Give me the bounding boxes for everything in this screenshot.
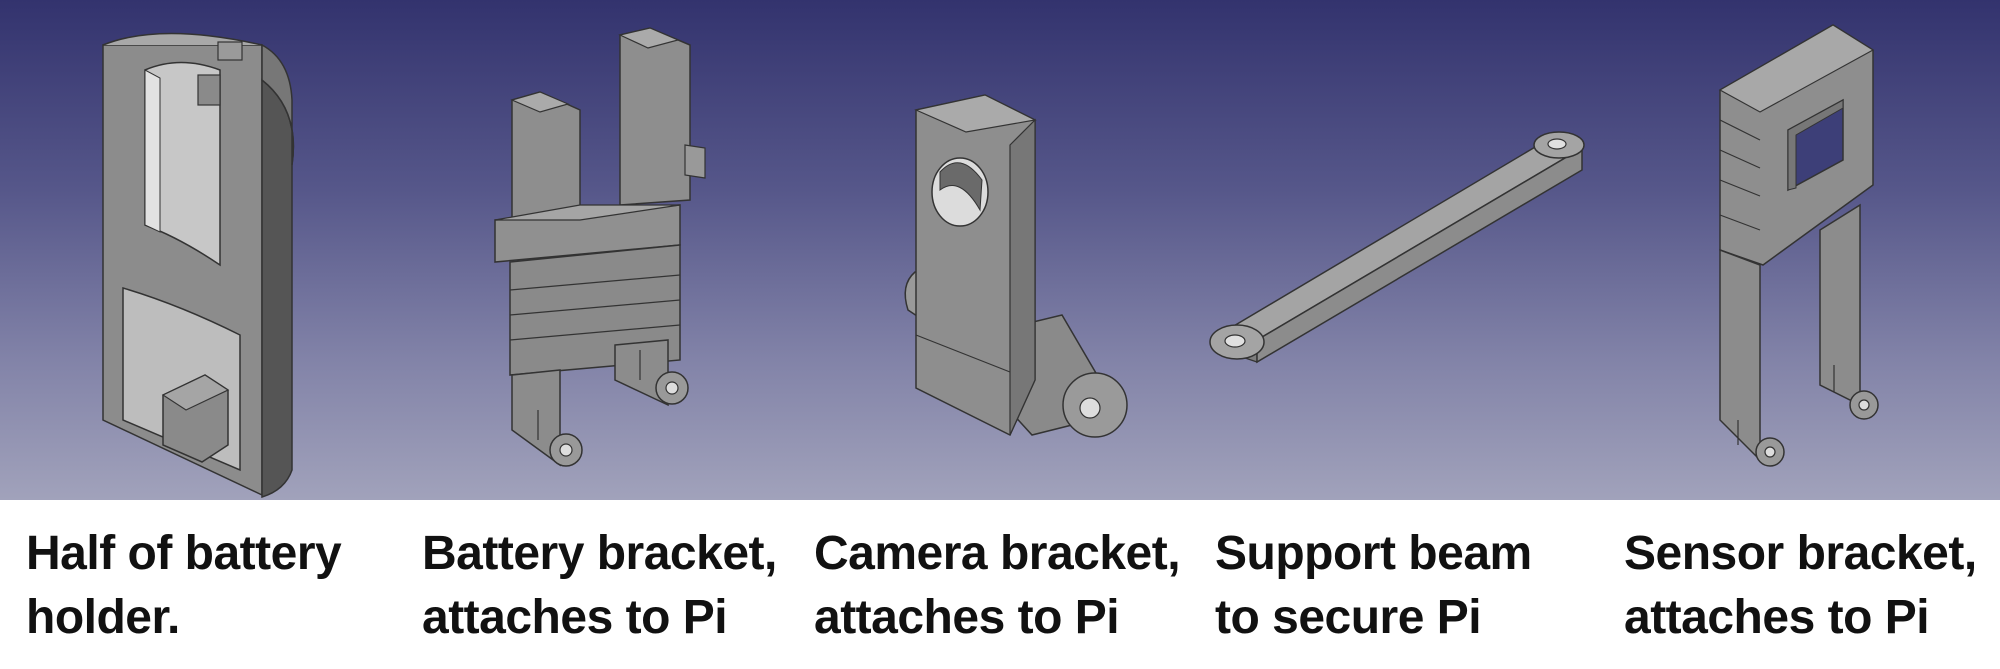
camera-bracket-model [904,94,1128,438]
caption-line: holder. [26,591,180,644]
render-viewport [800,0,1197,500]
caption-line: attaches to Pi [814,591,1120,644]
caption-battery-holder: Half of battery holder. [26,522,394,650]
caption-line: to secure Pi [1215,591,1482,644]
caption-camera-bracket: Camera bracket, attaches to Pi [814,522,1191,650]
render-viewport [1197,0,1598,500]
panel-support-beam: Support beam to secure Pi [1197,0,1598,669]
battery-bracket-model [494,27,706,467]
panel-camera-bracket: Camera bracket, attaches to Pi [800,0,1197,669]
panel-sensor-bracket: Sensor bracket, attaches to Pi [1598,0,2000,669]
caption-line: Support beam [1215,527,1532,580]
render-viewport [400,0,800,500]
caption-support-beam: Support beam to secure Pi [1215,522,1592,650]
render-viewport [1598,0,2000,500]
support-beam-model [1209,131,1585,364]
caption-line: attaches to Pi [1624,591,1930,644]
caption-sensor-bracket: Sensor bracket, attaches to Pi [1624,522,1994,650]
panel-battery-bracket: Battery bracket, attaches to Pi [400,0,800,669]
sensor-bracket-model [1718,24,1879,467]
panel-battery-holder: Half of battery holder. [0,0,400,669]
caption-line: Half of battery [26,527,342,580]
render-viewport [0,0,400,500]
caption-line: attaches to Pi [422,591,728,644]
caption-line: Camera bracket, [814,527,1181,580]
caption-line: Sensor bracket, [1624,527,1977,580]
caption-line: Battery bracket, [422,527,777,580]
caption-battery-bracket: Battery bracket, attaches to Pi [422,522,794,650]
battery-holder-model [102,32,295,499]
